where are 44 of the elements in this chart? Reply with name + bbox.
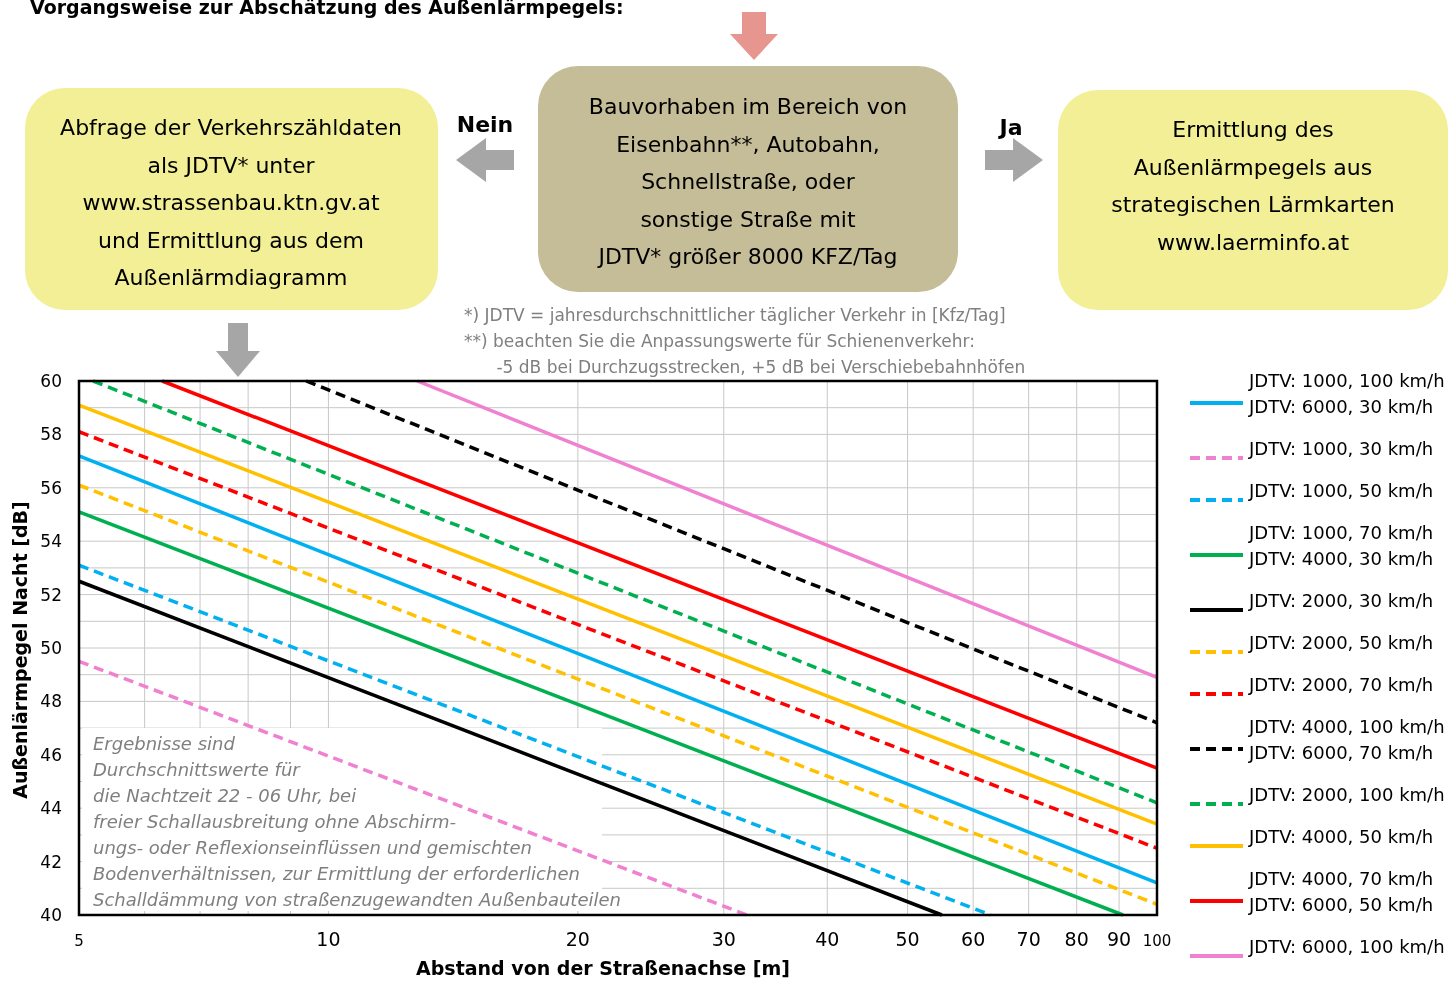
chart-title: Vorgangsweise zur Abschätzung des Außenlärmpegels: <box>30 0 624 18</box>
legend-label: JDTV: 1000, 50 km/h <box>1248 480 1434 501</box>
x-tick-label: 100 <box>1142 932 1172 950</box>
x-tick-label: 60 <box>961 928 986 950</box>
legend-label: JDTV: 1000, 100 km/h JDTV: 6000, 30 km/h <box>1248 370 1445 417</box>
y-tick-label: 46 <box>40 744 62 765</box>
y-tick-label: 58 <box>40 424 62 445</box>
text: Bauvorhaben im Bereich von Eisenbahn**, Autobahn, Schnellstraße, oder sonstige Straße mit JDTV* größer 8000 KFZ/Tag <box>588 94 908 269</box>
text: Nein <box>456 112 514 137</box>
legend-label: JDTV: 1000, 70 km/h JDTV: 4000, 30 km/h <box>1248 522 1434 569</box>
y-tick-label: 54 <box>40 531 62 552</box>
y-tick-label: 44 <box>40 798 62 819</box>
legend-label: JDTV: 4000, 50 km/h <box>1248 826 1434 847</box>
x-axis-title: Abstand von der Straßenachse [m] <box>416 957 790 979</box>
legend-label: JDTV: 2000, 30 km/h <box>1248 590 1434 611</box>
legend-label: JDTV: 2000, 50 km/h <box>1248 632 1434 653</box>
x-tick-label: 40 <box>815 928 840 950</box>
y-axis-title: Außenlärmpegel Nacht [dB] <box>9 501 31 799</box>
text: Ja <box>997 115 1023 140</box>
x-tick-label: 30 <box>711 928 736 950</box>
y-tick-label: 42 <box>40 851 62 872</box>
x-tick-label: 50 <box>895 928 920 950</box>
y-tick-label: 50 <box>40 638 62 658</box>
text: Ermittlung des Außenlärmpegels aus strategischen Lärmkarten www.laerminfo.at <box>1111 117 1395 255</box>
text: *) JDTV = jahresdurchschnittlicher täglicher Verkehr in [Kfz/Tag] **) beachten Sie die Anpassungswerte für Schienenverkehr: -5 dB bei Durchzugsstrecken, +5 dB bei Verschiebebahnhöfen <box>464 305 1026 377</box>
x-tick-label: 70 <box>1016 928 1041 950</box>
y-tick-label: 52 <box>40 584 62 605</box>
text: Abfrage der Verkehrszähldaten als JDTV* unter www.strassenbau.ktn.gv.at und Ermittlung aus dem Außenlärmdiagramm <box>60 115 402 290</box>
y-tick-label: 48 <box>40 691 62 712</box>
legend-label: JDTV: 2000, 70 km/h <box>1248 674 1434 695</box>
x-tick-label: 80 <box>1064 928 1089 950</box>
y-tick-label: 56 <box>40 477 62 498</box>
x-tick-label: 10 <box>316 928 341 950</box>
y-tick-label: 40 <box>40 905 62 925</box>
legend-label: JDTV: 2000, 100 km/h <box>1248 784 1445 805</box>
x-tick-label: 90 <box>1106 928 1132 950</box>
legend-label: JDTV: 4000, 70 km/h JDTV: 6000, 50 km/h <box>1248 868 1434 915</box>
x-tick-label: 20 <box>565 928 590 950</box>
y-tick-label: 60 <box>40 371 62 391</box>
legend-label: JDTV: 4000, 100 km/h JDTV: 6000, 70 km/h <box>1248 716 1445 763</box>
annotation: Ergebnisse sind Durchschnittswerte für die Nachtzeit 22 - 06 Uhr, bei freier Schallausbreitung ohne Abschirm- ungs- oder Reflexionseinflüssen und gemischten Bodenverhältnissen, zur Ermittlung der erforderlichen Schalldämmung von straßenzugewandten Außenbauteilen <box>93 733 621 910</box>
x-tick-label: 5 <box>74 932 84 950</box>
legend-label: JDTV: 6000, 100 km/h <box>1248 936 1445 957</box>
legend-label: JDTV: 1000, 30 km/h <box>1248 438 1434 459</box>
